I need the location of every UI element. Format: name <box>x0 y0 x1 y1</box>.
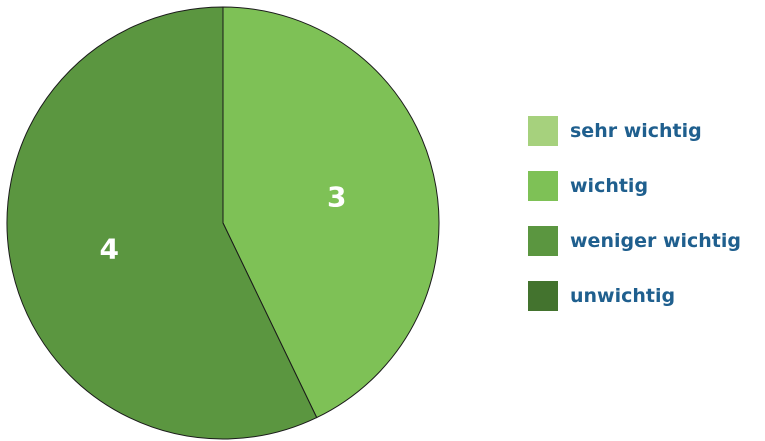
legend-label: wichtig <box>570 175 649 197</box>
slice-data-label: 4 <box>100 232 119 265</box>
legend-label: weniger wichtig <box>570 230 741 252</box>
pie-slices <box>6 6 440 440</box>
slice-data-label: 3 <box>327 181 346 214</box>
legend-item-sehr-wichtig: sehr wichtig <box>528 116 741 146</box>
legend-item-weniger-wichtig: weniger wichtig <box>528 226 741 256</box>
pie-slice-weniger-wichtig <box>6 6 318 440</box>
legend-item-unwichtig: unwichtig <box>528 281 741 311</box>
legend-label: unwichtig <box>570 285 676 307</box>
legend-swatch <box>528 281 558 311</box>
pie-data-labels: 34 <box>100 181 347 266</box>
legend: sehr wichtig wichtig weniger wichtig unw… <box>528 116 741 336</box>
legend-swatch <box>528 226 558 256</box>
pie-slice-wichtig <box>222 6 440 419</box>
legend-label: sehr wichtig <box>570 120 702 142</box>
legend-swatch <box>528 116 558 146</box>
legend-swatch <box>528 171 558 201</box>
legend-item-wichtig: wichtig <box>528 171 741 201</box>
